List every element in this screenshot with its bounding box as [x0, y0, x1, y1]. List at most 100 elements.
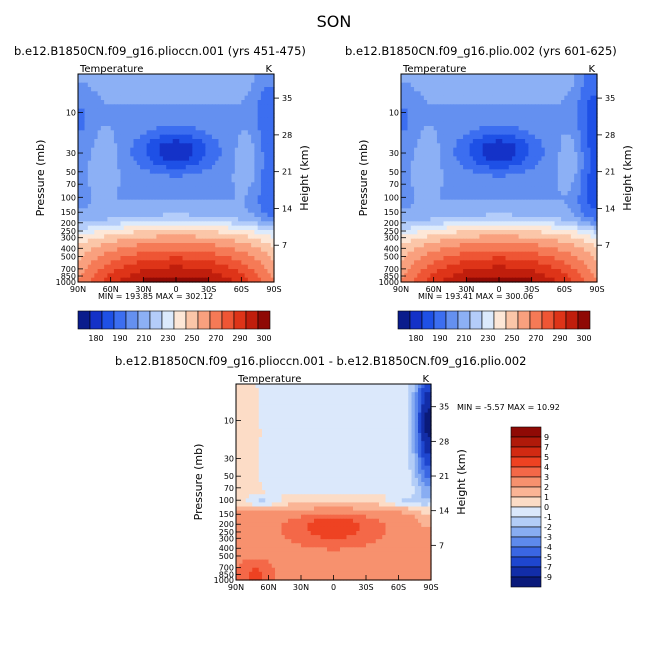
- heatmap-cell: [489, 74, 494, 79]
- heatmap-cell: [143, 277, 148, 283]
- heatmap-cell: [156, 117, 161, 123]
- heatmap-cell: [84, 251, 89, 257]
- heatmap-cell: [87, 230, 92, 235]
- heatmap-cell: [179, 78, 184, 84]
- heatmap-cell: [159, 113, 164, 118]
- heatmap-cell: [254, 74, 259, 79]
- heatmap-cell: [499, 199, 503, 205]
- heatmap-cell: [156, 204, 161, 209]
- heatmap-cell: [502, 87, 507, 92]
- heatmap-cell: [97, 95, 102, 101]
- heatmap-cell: [420, 165, 425, 170]
- heatmap-cell: [172, 95, 177, 101]
- heatmap-cell: [420, 91, 425, 97]
- heatmap-cell: [479, 91, 484, 97]
- heatmap-cell: [97, 195, 102, 201]
- heatmap-cell: [136, 130, 141, 136]
- heatmap-cell: [264, 95, 269, 101]
- heatmap-cell: [84, 264, 89, 270]
- heatmap-cell: [84, 130, 89, 136]
- heatmap-cell: [554, 178, 559, 183]
- heatmap-cell: [234, 195, 239, 201]
- heatmap-cell: [231, 195, 236, 201]
- heatmap-cell: [247, 87, 252, 92]
- heatmap-cell: [267, 199, 272, 205]
- heatmap-cell: [531, 147, 536, 153]
- heatmap-cell: [587, 130, 592, 136]
- heatmap-cell: [270, 256, 275, 261]
- heatmap-cell: [518, 178, 523, 183]
- heatmap-cell: [211, 247, 216, 253]
- heatmap-cell: [472, 217, 477, 222]
- heatmap-cell: [97, 217, 102, 222]
- heatmap-cell: [420, 117, 425, 123]
- heatmap-cell: [456, 95, 461, 101]
- heatmap-cell: [176, 139, 180, 144]
- heatmap-cell: [450, 143, 454, 149]
- heatmap-cell: [91, 100, 95, 105]
- heatmap-cell: [450, 95, 454, 101]
- heatmap-cell: [257, 173, 262, 179]
- heatmap-cell: [211, 152, 216, 157]
- heatmap-cell: [218, 191, 223, 196]
- heatmap-cell: [466, 100, 471, 105]
- heatmap-cell: [87, 182, 92, 188]
- colorbar-swatch: [185, 310, 199, 330]
- heatmap-cell: [264, 121, 269, 127]
- heatmap-cell: [433, 130, 438, 136]
- heatmap-cell: [166, 121, 171, 127]
- heatmap-cell: [100, 74, 105, 79]
- heatmap-cell: [423, 195, 428, 201]
- heatmap-cell: [159, 277, 164, 283]
- heatmap-cell: [182, 269, 187, 274]
- heatmap-cell: [257, 139, 262, 144]
- heatmap-cell: [502, 139, 507, 144]
- heatmap-cell: [251, 74, 255, 79]
- heatmap-cell: [505, 126, 510, 131]
- heatmap-cell: [238, 87, 242, 92]
- heatmap-cell: [515, 126, 520, 131]
- heatmap-cell: [485, 212, 490, 218]
- heatmap-cell: [577, 217, 582, 222]
- heatmap-cell: [110, 82, 115, 88]
- heatmap-cell: [218, 204, 223, 209]
- heatmap-cell: [238, 78, 242, 84]
- heatmap-cell: [179, 208, 184, 214]
- heatmap-cell: [251, 108, 255, 114]
- heatmap-cell: [189, 100, 193, 105]
- heatmap-cell: [166, 204, 171, 209]
- heatmap-cell: [479, 78, 484, 84]
- heatmap-cell: [515, 169, 520, 175]
- heatmap-cell: [162, 225, 167, 231]
- heatmap-cell: [123, 256, 128, 261]
- heatmap-cell: [583, 121, 588, 127]
- heatmap-cell: [521, 74, 526, 79]
- heatmap-cell: [104, 225, 108, 231]
- heatmap-cell: [172, 230, 177, 235]
- heatmap-cell: [512, 212, 516, 218]
- heatmap-cell: [136, 126, 141, 131]
- heatmap-cell: [244, 195, 249, 201]
- heatmap-cell: [417, 74, 422, 79]
- heatmap-cell: [433, 91, 438, 97]
- heatmap-cell: [257, 160, 262, 166]
- heatmap-cell: [251, 91, 255, 97]
- heatmap-cell: [587, 100, 592, 105]
- heatmap-cell: [166, 182, 171, 188]
- heatmap-cell: [179, 212, 184, 218]
- heatmap-cell: [179, 204, 184, 209]
- heatmap-cell: [231, 277, 236, 283]
- heatmap-cell: [436, 87, 441, 92]
- heatmap-cell: [410, 169, 415, 175]
- heatmap-cell: [198, 186, 203, 192]
- heatmap-cell: [225, 87, 229, 92]
- heatmap-cell: [414, 91, 418, 97]
- heatmap-cell: [544, 217, 549, 222]
- heatmap-cell: [485, 156, 490, 162]
- heatmap-cell: [127, 169, 131, 175]
- heatmap-cell: [91, 199, 95, 205]
- heatmap-cell: [456, 186, 461, 192]
- heatmap-cell: [254, 277, 259, 283]
- heatmap-cell: [149, 269, 154, 274]
- heatmap-cell: [162, 104, 167, 110]
